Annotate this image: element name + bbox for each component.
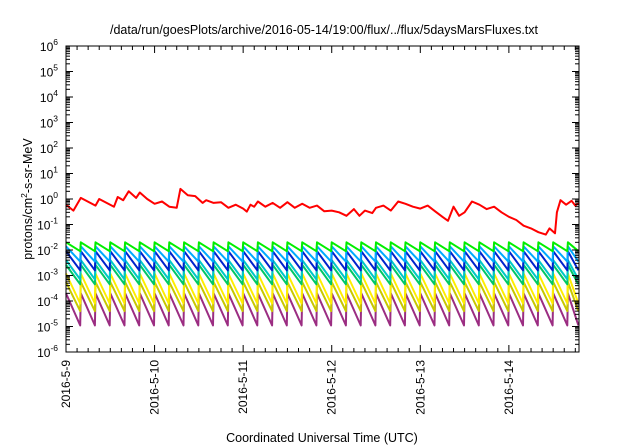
x-tick-label: 2016-5-9 xyxy=(59,360,73,408)
series-line xyxy=(65,241,580,253)
y-tick-label: 102 xyxy=(40,139,58,156)
y-axis-label: protons/cm2-s-sr-MeV xyxy=(19,138,35,260)
y-tick-label: 103 xyxy=(40,114,58,131)
series-line xyxy=(65,245,580,263)
y-tick-label: 10-3 xyxy=(37,267,58,284)
x-axis: 2016-5-9 2016-5-10 2016-5-11 2016-5-12 2016-… xyxy=(59,46,576,415)
y-axis-label-superscript: 2 xyxy=(19,193,29,198)
y-tick-label: 104 xyxy=(40,88,58,105)
y-tick-label: 10-5 xyxy=(37,318,58,335)
x-tick-label: 2016-5-13 xyxy=(413,360,427,415)
y-tick-label: 10-6 xyxy=(37,343,58,360)
y-tick-label: 105 xyxy=(40,63,58,80)
x-tick-label: 2016-5-11 xyxy=(236,360,250,414)
x-axis-label: Coordinated Universal Time (UTC) xyxy=(226,431,418,445)
y-tick-label: 101 xyxy=(40,165,58,182)
series-layer xyxy=(65,187,580,327)
y-tick-label: 10-2 xyxy=(37,241,58,258)
y-axis-label-suffix: -s-sr-MeV xyxy=(21,138,35,194)
series-line xyxy=(65,187,580,236)
y-axis: 10-6 10-5 10-4 10-3 10-2 10-1 100 101 102 103 104 1… xyxy=(37,37,579,360)
y-tick-label: 100 xyxy=(40,190,58,207)
series-line xyxy=(65,272,580,305)
chart-title: /data/run/goesPlots/archive/2016-05-14/1… xyxy=(110,23,539,37)
y-tick-label: 10-1 xyxy=(37,216,58,233)
x-tick-label: 2016-5-12 xyxy=(325,360,339,415)
x-tick-label: 2016-5-14 xyxy=(502,360,516,415)
x-tick-label: 2016-5-10 xyxy=(148,360,162,415)
y-axis-label-prefix: protons/cm xyxy=(21,198,35,260)
y-tick-label: 10-4 xyxy=(37,292,58,309)
y-tick-label: 106 xyxy=(40,37,58,54)
